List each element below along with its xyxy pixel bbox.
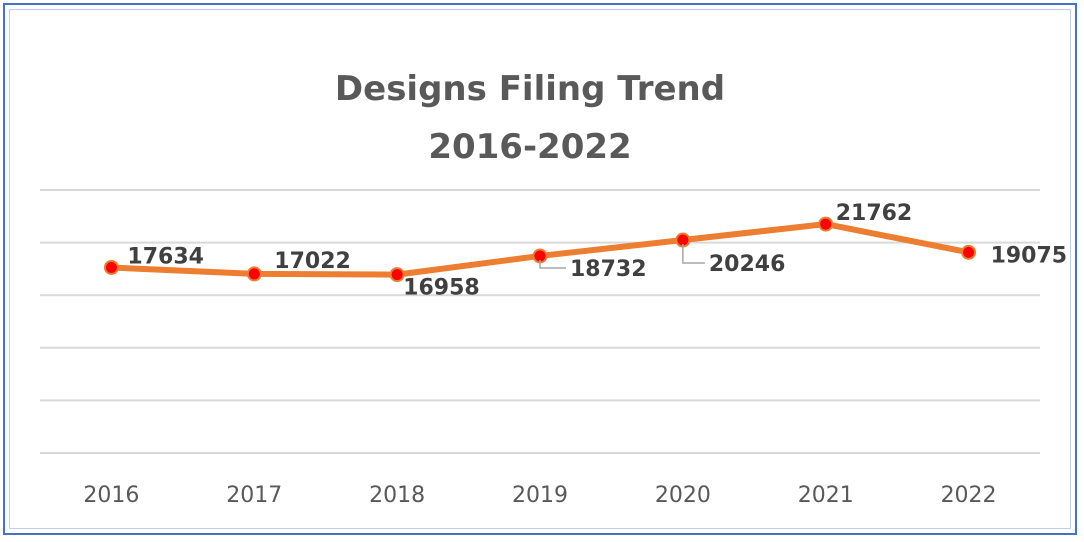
x-tick-label-2022: 2022 — [941, 483, 997, 508]
data-label-2021: 21762 — [836, 201, 913, 226]
data-label-2022: 19075 — [991, 243, 1068, 268]
x-tick-label-2020: 2020 — [655, 483, 711, 508]
leader-line-2020 — [682, 244, 705, 264]
x-tick-label-2021: 2021 — [798, 483, 854, 508]
data-label-2017: 17022 — [274, 249, 351, 274]
x-tick-label-2019: 2019 — [512, 483, 568, 508]
x-axis-tick-labels: 2016 2017 2018 2019 2020 2021 2022 — [83, 483, 996, 508]
x-tick-label-2018: 2018 — [369, 483, 425, 508]
data-label-2020: 20246 — [709, 252, 786, 277]
leader-line-2019 — [539, 259, 566, 269]
chart-frame-inner — [9, 9, 1071, 529]
x-tick-label-2017: 2017 — [226, 483, 282, 508]
data-label-group: 17634 17022 16958 18732 20246 21762 19075 — [127, 201, 1067, 301]
data-label-2019: 18732 — [570, 257, 647, 282]
data-point-2021 — [818, 216, 834, 232]
gridlines — [40, 189, 1040, 454]
data-label-2018: 16958 — [403, 276, 480, 301]
data-point-2016 — [103, 259, 119, 275]
series-line-group — [103, 216, 977, 283]
data-label-2016: 17634 — [127, 244, 204, 269]
chart-title-line-1: Designs Filing Trend — [335, 69, 725, 109]
data-point-2022 — [961, 244, 977, 260]
chart-title-line-2: 2016-2022 — [428, 127, 631, 167]
data-point-2018 — [389, 267, 405, 283]
data-point-2017 — [246, 266, 262, 282]
x-tick-label-2016: 2016 — [83, 483, 139, 508]
